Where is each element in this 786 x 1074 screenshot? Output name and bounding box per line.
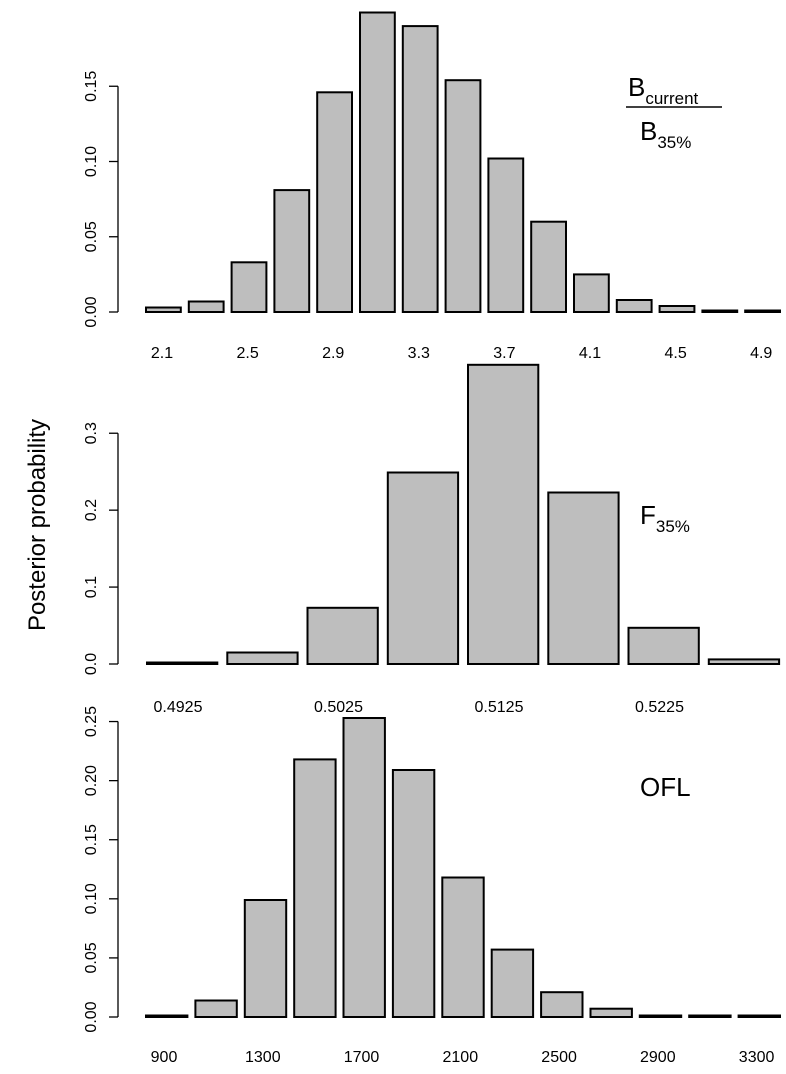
bar-4.9 [744,309,782,313]
panel-ofl: 0.00 0.05 0.10 0.15 0.20 0.25 900 1300 1700 2100 2… [83,706,781,1066]
y-tick-label: 0.05 [83,221,100,252]
bar-0.5225 [627,626,700,665]
x-tick-label: 2.1 [151,345,173,362]
bar-2700 [589,1007,633,1019]
x-tick-label: 0.5025 [314,699,363,716]
bar-1700 [342,717,386,1018]
x-tick-label: 3.3 [408,345,430,362]
bar-1500 [293,758,337,1019]
bar-1900 [391,769,436,1018]
bar-2.5 [230,261,268,313]
bar-3300 [737,1014,781,1018]
bar-0.5075 [386,471,460,665]
y-tick-label: 0.15 [83,824,100,855]
bar-0.5125 [467,363,540,665]
bar-3.1 [359,11,396,313]
x-tick-label: 2100 [443,1049,479,1066]
bar-3.3 [401,25,439,313]
y-tick-label: 0.0 [83,653,100,675]
panel-b-ratio: 0.00 0.05 0.10 0.15 2.1 2.5 2.9 3.3 3.7 4.1 4.5 4.9 [83,11,782,362]
x-tick-label: 900 [151,1049,178,1066]
bar-1300 [243,899,288,1018]
x-tick-label: 0.4925 [154,699,203,716]
bar-3.7 [487,157,525,313]
y-tick-label: 0.3 [83,422,100,444]
x-tick-label: 4.1 [579,345,601,362]
y-tick-label: 0.2 [83,499,100,521]
x-tick-label: 0.5125 [475,699,524,716]
x-tick-label: 2900 [640,1049,676,1066]
bar-0.4925 [146,661,219,665]
x-tick-label: 1300 [245,1049,281,1066]
b35-label: B35% [640,116,691,152]
bar-4.3 [615,299,653,313]
y-tick-label: 0.20 [83,765,100,796]
panel-labels: Bcurrent B35% F35% OFL [626,72,722,802]
y-axis-label: Posterior probability [24,419,51,631]
bar-2.7 [273,189,311,314]
y-tick-label: 0.1 [83,576,100,598]
bar-2500 [540,991,584,1019]
ofl-label: OFL [640,772,691,802]
y-tick-label: 0.25 [83,706,100,737]
y-tick-label: 0.05 [83,942,100,973]
bar-0.4975 [226,651,299,665]
x-tick-label: 2.5 [236,345,258,362]
x-tick-label: 2500 [541,1049,577,1066]
x-tick-label: 0.5225 [635,699,684,716]
panel-f35: 0.0 0.1 0.2 0.3 0.4925 0.5025 0.5125 0.5225 [83,363,781,716]
x-tick-label: 3300 [739,1049,775,1066]
bar-4.5 [658,305,696,313]
bar-0.5175 [547,491,620,665]
bar-3.9 [530,220,568,313]
y-tick-label: 0.10 [83,883,100,914]
bar-2.9 [316,91,354,313]
bar-900 [145,1014,189,1018]
bar-2.2 [187,300,225,313]
x-tick-label: 1700 [344,1049,380,1066]
x-tick-label: 2.9 [322,345,344,362]
x-tick-label: 4.9 [750,345,772,362]
bar-3.5 [444,79,482,313]
bar-2100 [441,876,485,1018]
bar-3100 [688,1014,732,1018]
x-tick-label: 3.7 [493,345,515,362]
y-tick-label: 0.00 [83,1001,100,1032]
bar-0.5275 [707,658,781,666]
x-tick-label: 4.5 [664,345,686,362]
b-current-label: Bcurrent [628,72,699,108]
y-tick-label: 0.15 [83,71,100,102]
y-tick-label: 0.10 [83,146,100,177]
bar-1100 [194,999,238,1018]
y-tick-label: 0.00 [83,296,100,327]
bar-4.7 [701,309,739,313]
bar-2300 [490,948,535,1018]
bar-2.1 [145,306,182,313]
f35-label: F35% [640,500,690,536]
bar-0.5025 [306,606,379,665]
bar-2900 [638,1014,683,1018]
bar-4.1 [573,273,610,313]
